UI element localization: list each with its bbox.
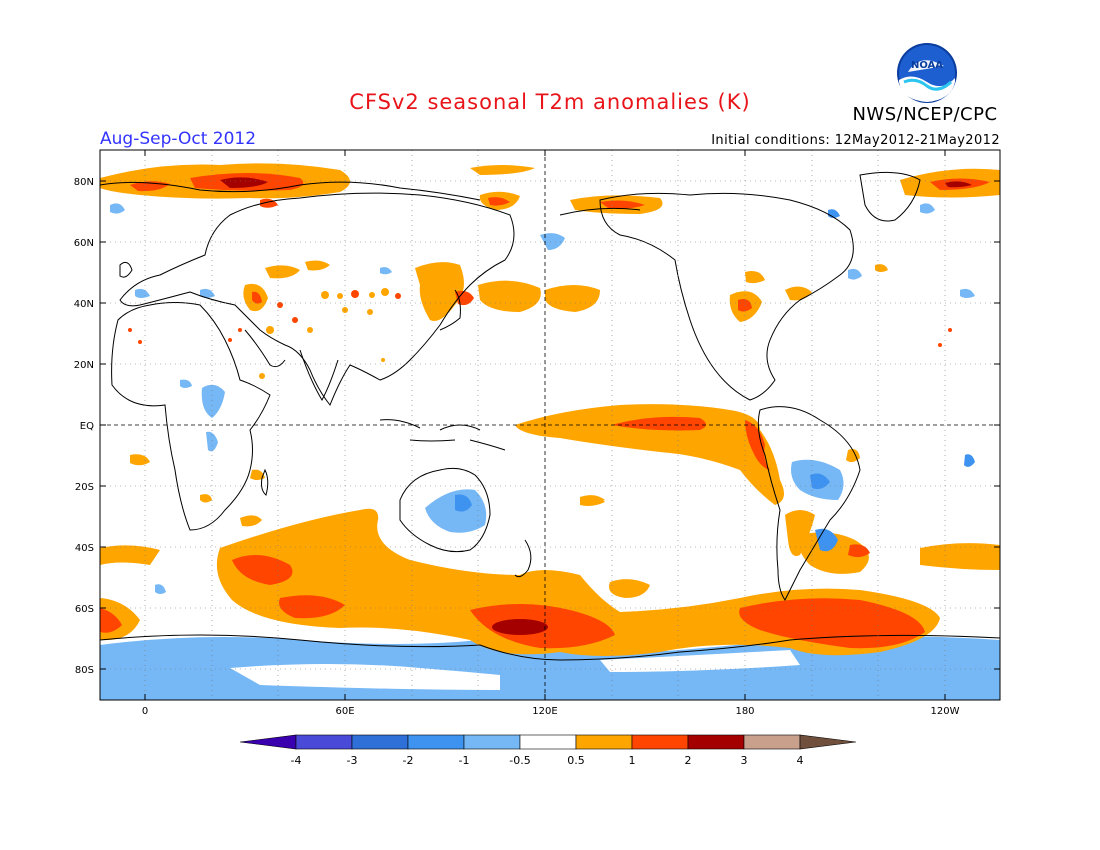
map-frame-content: [100, 150, 1000, 700]
lon-label: 120E: [532, 706, 557, 717]
colorbar-swatch: [463, 734, 521, 750]
australia-cool-anomaly: [425, 489, 487, 533]
svg-text:NOAA: NOAA: [911, 60, 943, 71]
colorbar-swatch: [575, 734, 633, 750]
antarctic-cool-anomaly: [100, 636, 1000, 700]
colorbar-min-arrow: [239, 734, 297, 750]
coastlines: [100, 171, 1000, 661]
colorbar-max-arrow: [799, 734, 857, 750]
colorbar-swatch: [631, 734, 689, 750]
colorbar-label: 1: [629, 754, 636, 767]
lat-label: EQ: [80, 421, 94, 432]
colorbar-label: 4: [797, 754, 804, 767]
colorbar-swatch: [295, 734, 353, 750]
southern-ocean-strong-warm-anomaly: [100, 544, 925, 649]
lon-label: 180: [735, 706, 754, 717]
lat-label: 20N: [74, 360, 94, 371]
longitude-axis: 060E120E180120W60W0: [142, 150, 960, 717]
lat-label: 40S: [75, 543, 94, 554]
colorbar-label: -4: [291, 754, 302, 767]
colorbar-label: -0.5: [509, 754, 530, 767]
colorbar-swatch: [687, 734, 745, 750]
colorbar: -4 -3 -2 -1 -0.5 0.5 1 2 3 4: [239, 734, 857, 767]
map-title: CFSv2 seasonal T2m anomalies (K): [349, 90, 751, 114]
lat-label: 60N: [74, 238, 94, 249]
colorbar-label: 0.5: [567, 754, 585, 767]
africa-cool-anomaly: [130, 379, 265, 503]
colorbar-label: 2: [685, 754, 692, 767]
south-america-anomalies: [785, 449, 860, 556]
lat-label: 60S: [75, 604, 94, 615]
lon-label: 0: [142, 706, 148, 717]
scattered-warm-spots: [128, 288, 952, 379]
lat-label: 20S: [75, 482, 94, 493]
northern-cool-spots: [110, 203, 975, 594]
noaa-logo-icon: NOAA: [897, 43, 957, 103]
colorbar-label: -3: [347, 754, 358, 767]
colorbar-label: -2: [403, 754, 414, 767]
season-label: Aug-Sep-Oct 2012: [100, 129, 257, 149]
initial-conditions-label: Initial conditions: 12May2012-21May2012: [711, 133, 1000, 148]
lat-label: 80S: [75, 665, 94, 676]
lat-label: 80N: [74, 177, 94, 188]
colorbar-label: -1: [459, 754, 470, 767]
latitude-axis: 80N 60N 40N 20N EQ 20S 40S 60S 80S: [74, 177, 1000, 676]
colorbar-swatch: [351, 734, 409, 750]
agency-label: NWS/NCEP/CPC: [852, 104, 998, 125]
colorbar-swatch: [407, 734, 465, 750]
colorbar-swatch: [743, 734, 801, 750]
lon-label: 120W: [931, 706, 960, 717]
equatorial-pacific-warm-anomaly: [515, 404, 784, 505]
lon-label: 60E: [335, 706, 354, 717]
lat-label: 40N: [74, 299, 94, 310]
reference-lines: [100, 150, 1000, 700]
colorbar-label: 3: [741, 754, 748, 767]
colorbar-swatch: [519, 734, 577, 750]
